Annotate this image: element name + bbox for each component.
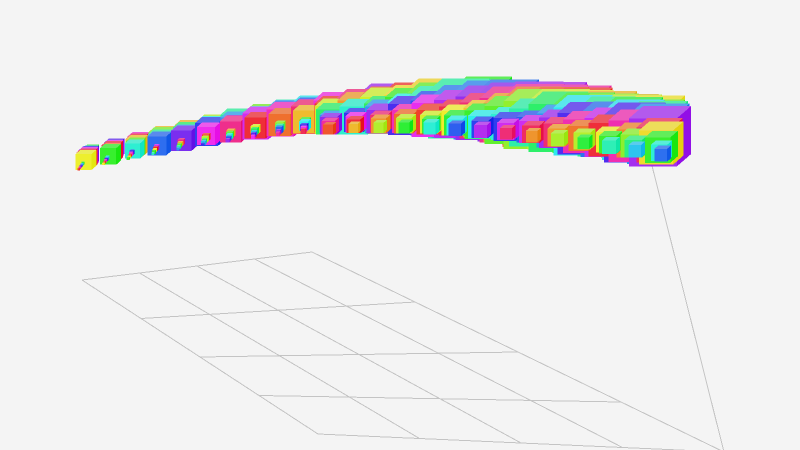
cube-marker (500, 124, 516, 140)
cube-marker (99, 144, 122, 165)
cube-marker (448, 120, 465, 136)
cube-marker (423, 119, 440, 135)
cube-marker (654, 145, 671, 162)
cube-marker (474, 121, 491, 138)
cube-marker (126, 157, 130, 161)
cube-marker (124, 139, 145, 159)
cube-marker (550, 130, 568, 147)
cube-marker (398, 119, 413, 134)
cube-marker (201, 142, 205, 146)
cube-marker (147, 131, 173, 156)
cube-marker (300, 127, 307, 134)
cube-marker (628, 141, 645, 158)
cube-marker (602, 136, 620, 154)
cube-marker (373, 120, 387, 133)
cube-marker (348, 121, 361, 133)
cube-marker (225, 137, 231, 143)
cube-marker (526, 127, 541, 143)
cube-marker (151, 152, 155, 155)
cube-marker (77, 167, 81, 171)
cube-marker (275, 131, 281, 136)
cube-marker (176, 147, 180, 151)
cube-marker (250, 134, 256, 139)
cube-marker (577, 134, 593, 150)
cube-marker (323, 122, 337, 135)
cube-marker (102, 162, 105, 166)
